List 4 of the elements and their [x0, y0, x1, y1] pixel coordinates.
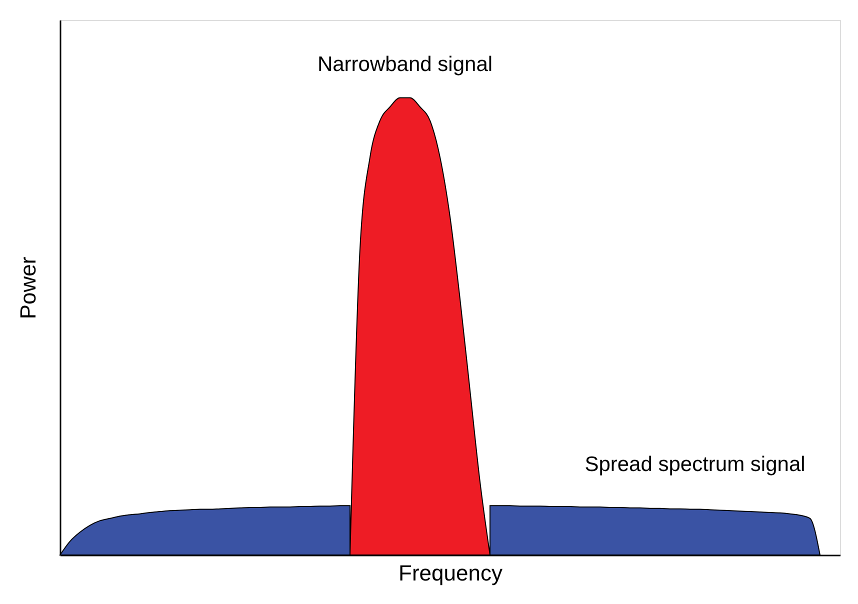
y-axis-title: Power: [16, 256, 40, 320]
series-label: Narrowband signal: [317, 53, 493, 76]
series-label: Spread spectrum signal: [584, 453, 806, 476]
x-axis-title: Frequency: [398, 560, 502, 586]
